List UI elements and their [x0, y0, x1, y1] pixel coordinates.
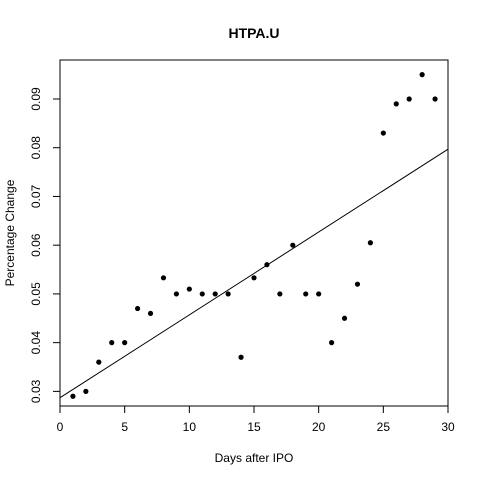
plot-frame: [59, 59, 449, 407]
x-tick-label: 30: [441, 420, 455, 434]
data-point: [225, 291, 231, 297]
data-point: [83, 388, 89, 394]
data-point: [173, 291, 179, 297]
data-point: [160, 275, 167, 281]
x-axis: 0 5 10 15 20 25 30: [57, 406, 455, 434]
data-point: [354, 281, 361, 287]
y-tick-label: 0.05: [29, 282, 43, 306]
data-point: [329, 340, 335, 346]
data-point: [380, 130, 386, 136]
data-point: [264, 262, 270, 268]
x-tick-label: 25: [377, 420, 391, 434]
data-point: [419, 72, 425, 78]
data-points: [70, 72, 438, 399]
data-point: [238, 354, 244, 360]
data-point: [432, 96, 438, 102]
y-axis-label: Percentage Change: [3, 179, 17, 286]
trend-line: [59, 148, 449, 399]
y-tick-label: 0.08: [29, 136, 43, 160]
data-point: [406, 96, 412, 102]
data-point: [109, 340, 115, 346]
x-tick-label: 10: [183, 420, 197, 434]
data-point: [316, 291, 322, 297]
x-tick-label: 5: [121, 420, 128, 434]
y-tick-label: 0.07: [29, 184, 43, 208]
y-tick-label: 0.04: [29, 331, 43, 355]
y-axis: 0.03 0.04 0.05 0.06 0.07 0.08 0.09: [29, 87, 60, 403]
data-point: [70, 393, 76, 399]
chart-title: HTPA.U: [228, 25, 279, 41]
data-point: [303, 291, 309, 297]
y-tick-label: 0.09: [29, 87, 43, 111]
data-point: [96, 359, 102, 365]
data-point: [122, 340, 128, 346]
data-point: [277, 291, 283, 297]
y-tick-label: 0.03: [29, 379, 43, 403]
data-point: [147, 310, 154, 317]
data-point: [367, 240, 373, 246]
data-point: [393, 101, 399, 107]
data-point: [341, 315, 348, 321]
x-axis-label: Days after IPO: [215, 451, 294, 465]
y-tick-label: 0.06: [29, 233, 43, 257]
data-point: [186, 286, 192, 292]
x-tick-label: 15: [247, 420, 261, 434]
regression-line: [59, 148, 449, 399]
data-point: [199, 291, 205, 297]
data-point: [212, 291, 218, 297]
data-point: [251, 275, 257, 281]
data-point: [290, 242, 296, 248]
data-point: [135, 305, 141, 312]
x-tick-label: 0: [57, 420, 64, 434]
x-tick-label: 20: [312, 420, 326, 434]
